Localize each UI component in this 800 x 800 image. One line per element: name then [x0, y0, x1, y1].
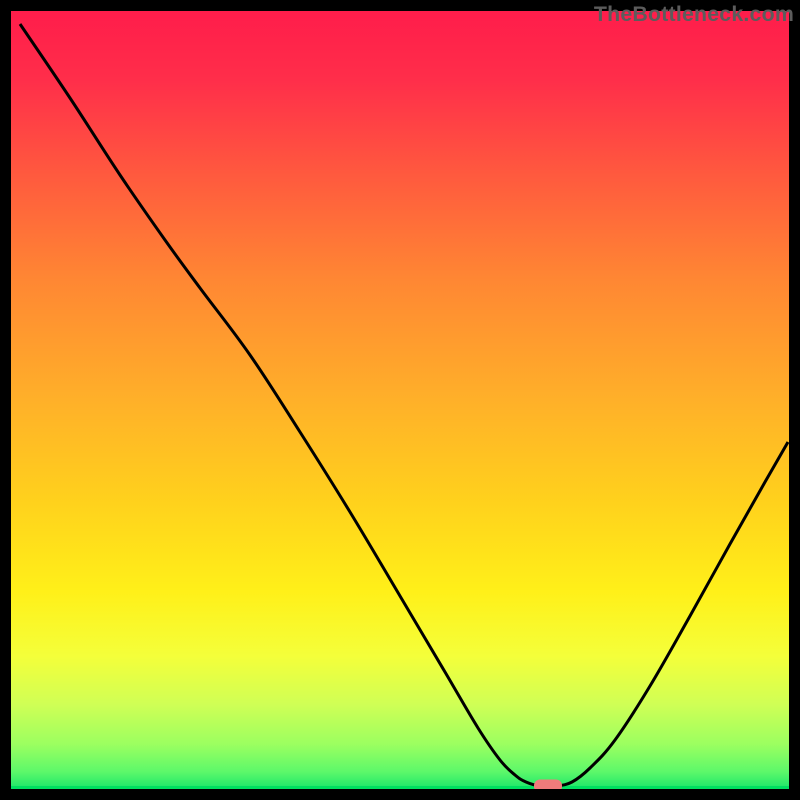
- watermark-text: TheBottleneck.com: [594, 2, 794, 27]
- gradient-background: [0, 0, 800, 800]
- chart-container: TheBottleneck.com: [0, 0, 800, 800]
